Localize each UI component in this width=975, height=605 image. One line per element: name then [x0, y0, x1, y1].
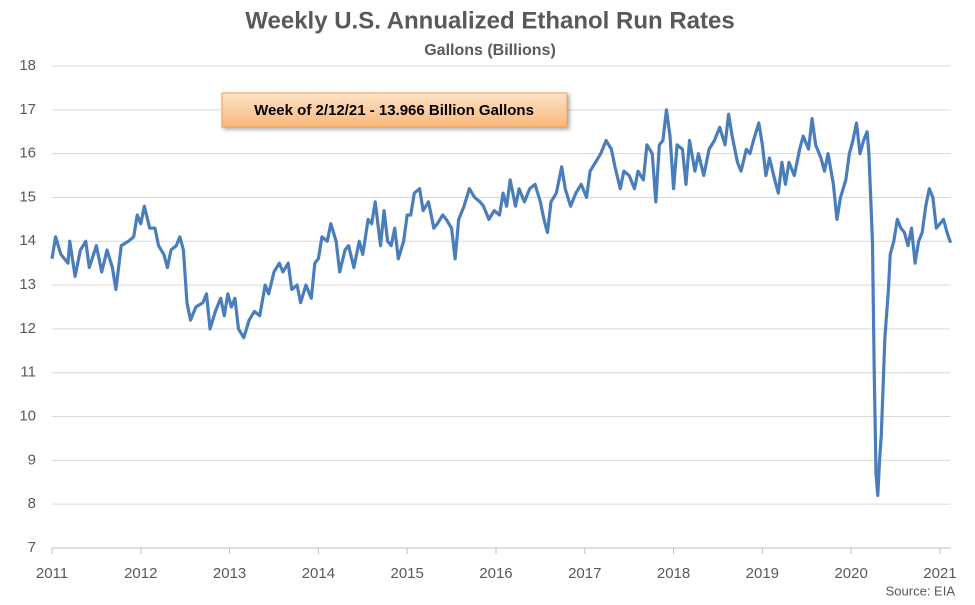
x-tick-label: 2018 [657, 565, 690, 582]
chart-subtitle: Gallons (Billions) [424, 42, 556, 59]
annotation: Week of 2/12/21 - 13.966 Billion Gallons [254, 102, 534, 119]
x-tick-label: 2014 [302, 565, 335, 582]
y-tick-label: 13 [19, 276, 36, 293]
annotation-box [221, 92, 568, 128]
y-tick-label: 17 [19, 101, 36, 118]
source: Source: EIA [886, 583, 956, 598]
x-tick-label: 2016 [479, 565, 512, 582]
y-tick-label: 18 [19, 57, 36, 74]
x-tick-label: 2019 [746, 565, 779, 582]
x-tick-label: 2021 [923, 565, 956, 582]
y-tick-label: 16 [19, 145, 36, 162]
x-tick-label: 2015 [390, 565, 423, 582]
x-tick-label: 2017 [568, 565, 601, 582]
y-tick-label: 8 [28, 495, 36, 512]
x-tick-label: 2011 [36, 565, 68, 582]
y-tick-label: 12 [19, 320, 36, 337]
chart-title: Weekly U.S. Annualized Ethanol Run Rates [245, 7, 734, 34]
y-tick-label: 14 [19, 232, 36, 249]
y-tick-label: 7 [28, 539, 36, 556]
y-tick-label: 11 [20, 364, 36, 381]
x-tick-label: 2013 [213, 565, 246, 582]
x-tick-label: 2020 [834, 565, 867, 582]
y-tick-label: 15 [19, 188, 36, 205]
data-line [50, 108, 953, 498]
y-tick-label: 10 [19, 408, 36, 425]
y-tick-label: 9 [28, 451, 36, 468]
x-tick-label: 2012 [124, 565, 157, 582]
